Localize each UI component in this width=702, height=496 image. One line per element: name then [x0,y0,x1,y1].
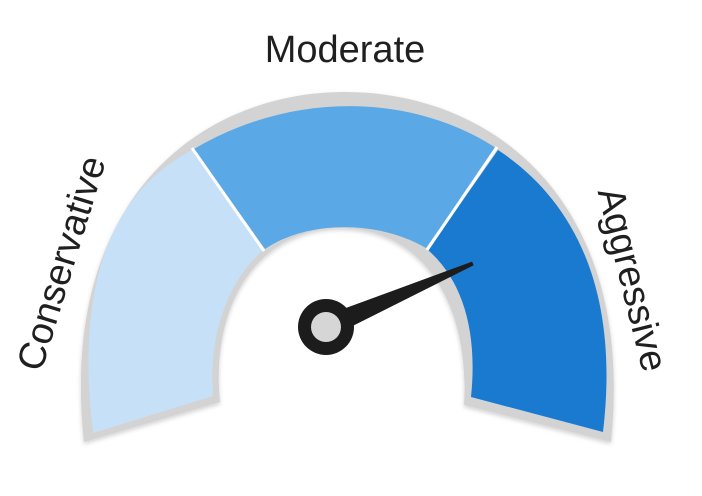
needle-pointer [321,261,474,338]
needle-hub-center [311,312,341,342]
gauge-segment-conservative [88,150,263,433]
label-moderate: Moderate [265,29,426,71]
gauge-needle [321,261,474,338]
gauge-segment-aggressive [428,150,607,432]
segment-divider [190,147,266,252]
segment-divider [425,146,499,251]
gauge-segment-moderate [194,106,496,249]
